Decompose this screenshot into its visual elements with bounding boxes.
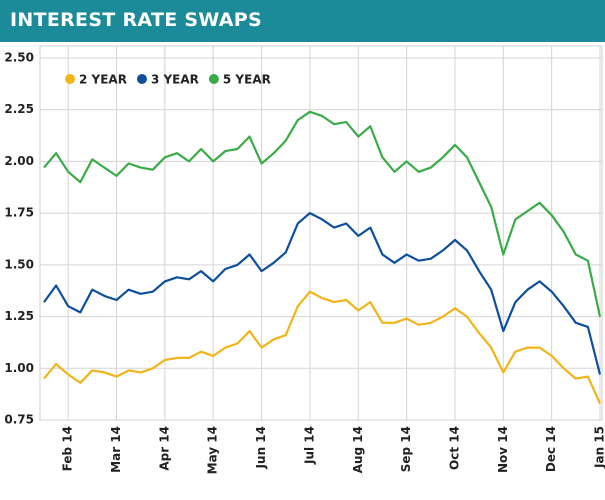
- y-tick-label: 1.25: [4, 309, 34, 323]
- y-tick-label: 1.00: [4, 361, 34, 375]
- y-tick-label: 2.25: [4, 102, 34, 116]
- x-tick-label: Dec 14: [544, 426, 558, 472]
- series-line: [43, 212, 602, 375]
- x-tick-label: Jul 14: [302, 426, 316, 465]
- y-tick-label: 1.50: [4, 257, 34, 271]
- x-tick-label: Aug 14: [351, 426, 365, 473]
- x-tick-label: Sep 14: [399, 426, 413, 472]
- legend-marker: [208, 74, 219, 84]
- y-tick-label: 0.75: [4, 413, 34, 427]
- x-tick-label: Apr 14: [157, 426, 171, 471]
- x-tick-label: Jun 14: [254, 426, 268, 469]
- x-tick-label: Mar 14: [109, 426, 123, 473]
- header-bar: [0, 0, 605, 42]
- legend-label: 2 YEAR: [79, 73, 127, 87]
- x-tick-label: Jan 15: [593, 426, 605, 469]
- y-tick-label: 1.75: [4, 206, 34, 220]
- y-tick-label: 2.00: [4, 154, 34, 168]
- chart-title: INTEREST RATE SWAPS: [10, 9, 262, 31]
- x-tick-label: Feb 14: [61, 426, 75, 471]
- legend-marker: [136, 74, 147, 84]
- plot-area: [39, 45, 603, 421]
- y-tick-label: 2.50: [4, 51, 34, 65]
- x-tick-label: May 14: [206, 426, 220, 474]
- series-line: [43, 110, 602, 317]
- series-line: [43, 290, 602, 404]
- x-tick-label: Oct 14: [447, 426, 461, 470]
- legend-label: 5 YEAR: [223, 73, 271, 87]
- x-tick-label: Nov 14: [496, 426, 510, 473]
- legend-marker: [65, 74, 75, 84]
- legend-label: 3 YEAR: [151, 73, 199, 87]
